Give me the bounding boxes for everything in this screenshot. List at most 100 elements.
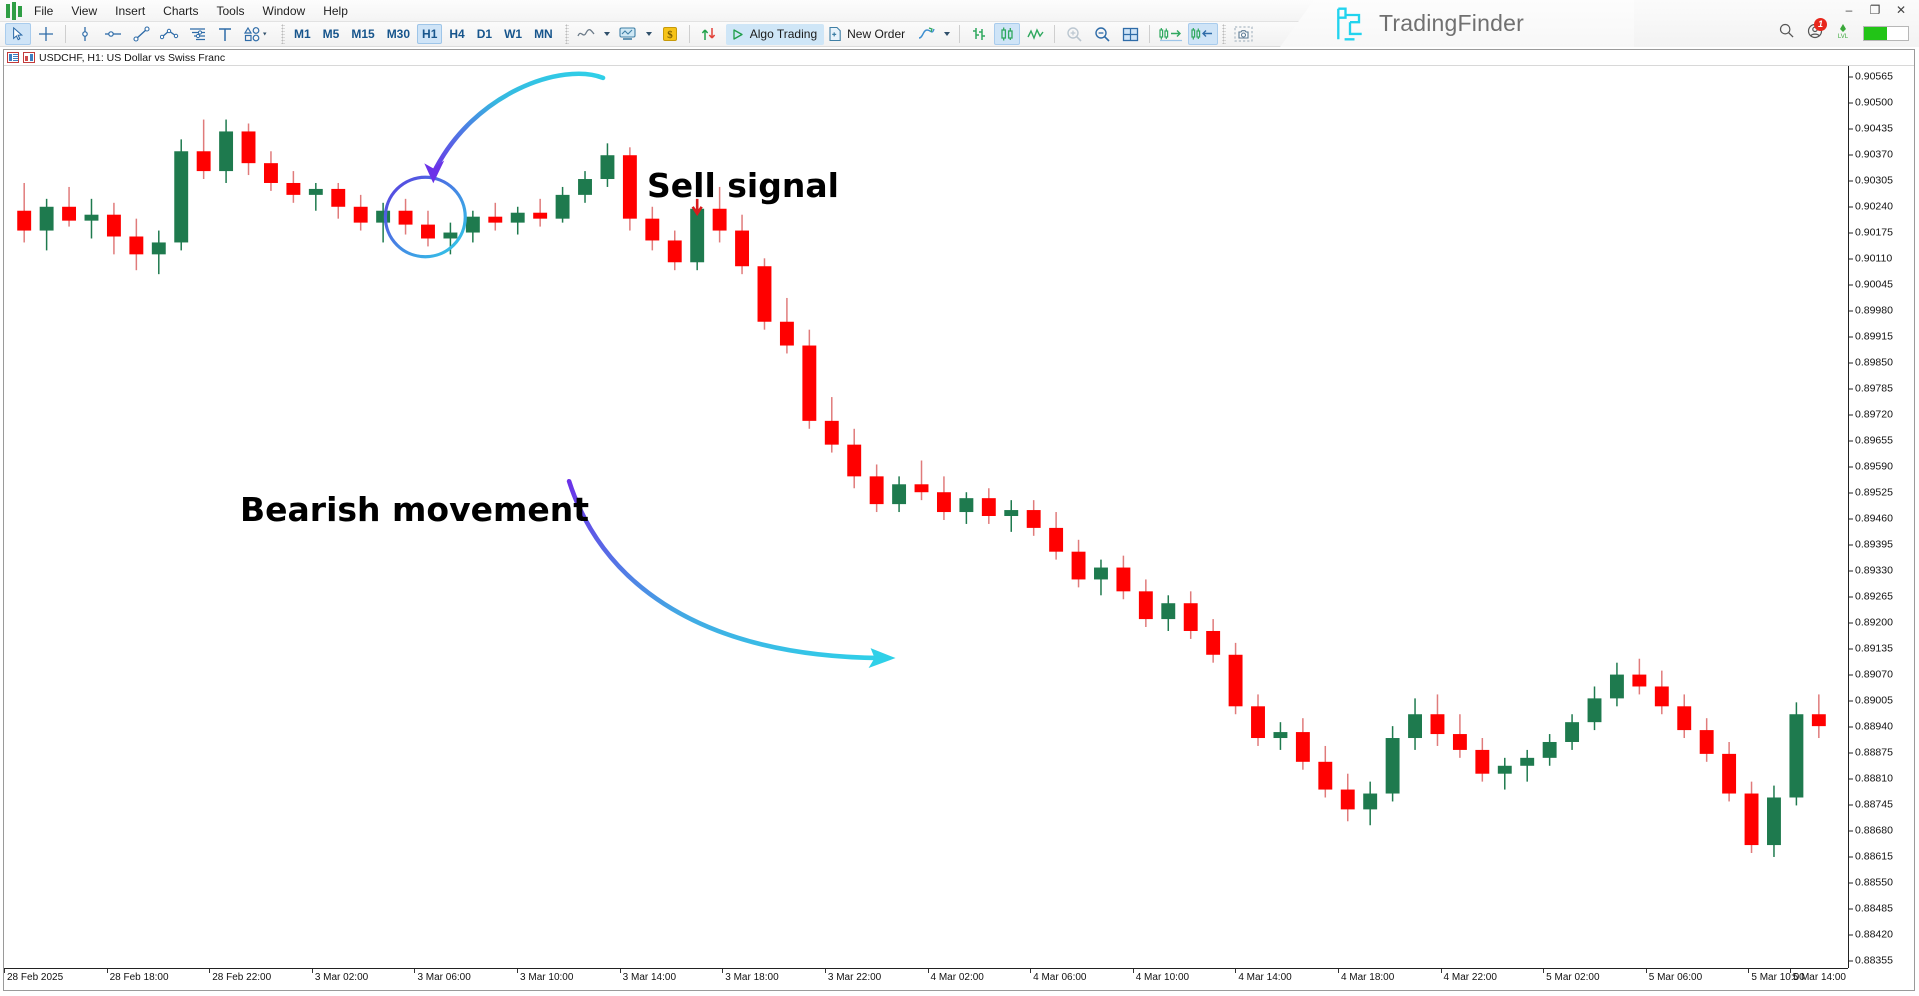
sell-signal-label: Sell signal [647,166,839,205]
time-tick: 4 Mar 02:00 [927,969,984,983]
new-order-label: New Order [847,27,906,41]
chart-autoscroll-icon[interactable] [1188,23,1219,45]
vertical-line-icon[interactable] [72,23,98,45]
price-axis[interactable]: 0.90565 0.90500 0.90435 0.90370 0.90305 0.902… [1848,66,1914,968]
menu-window[interactable]: Window [262,3,306,18]
time-axis[interactable]: 28 Feb 2025 28 Feb 18:00 28 Feb 22:00 3 Mar… [4,968,1848,990]
timeframe-w1[interactable]: W1 [504,27,523,41]
menu-tools[interactable]: Tools [216,3,245,18]
candle [1138,579,1153,628]
line-chart-icon[interactable] [1022,23,1048,45]
candle [1004,500,1019,532]
zoom-in-icon[interactable] [1061,23,1087,45]
candle [1206,619,1221,663]
bearish-movement-label: Bearish movement [240,490,589,529]
bar-chart-icon[interactable] [966,23,992,45]
candle [17,182,32,243]
crosshair-icon[interactable] [33,23,59,45]
indicators-dropdown-caret[interactable] [603,32,610,36]
candle [533,198,548,227]
close-button[interactable]: ✕ [1895,3,1907,17]
fibonacci-icon[interactable] [184,23,210,45]
candle [1295,718,1310,770]
channel-icon[interactable] [156,23,182,45]
price-tick: 0.89460 [1849,513,1893,525]
algo-trading-label: Algo Trading [749,27,818,41]
menu-file[interactable]: File [34,3,54,18]
maximize-button[interactable]: ❐ [1869,3,1881,17]
candle [1049,512,1064,560]
shapes-icon[interactable] [240,23,274,45]
chart-shift-end-icon[interactable] [1156,23,1186,45]
candle [757,258,772,330]
price-tick: 0.89655 [1849,435,1893,447]
time-tick: 3 Mar 22:00 [824,969,881,983]
time-tick: 28 Feb 22:00 [209,969,271,983]
new-order-button[interactable]: New Order [824,24,912,45]
cursor-icon[interactable] [5,23,31,45]
price-tick: 0.89785 [1849,383,1893,395]
candle [1811,694,1826,739]
currency-icon[interactable]: $ [657,23,683,45]
up-down-arrows-icon[interactable] [696,23,722,45]
timeframe-mn[interactable]: MN [534,27,553,41]
market-watch-icon [7,52,19,63]
time-tick: 4 Mar 10:00 [1132,969,1189,983]
candle [914,460,929,501]
indicators-icon[interactable] [573,23,599,45]
candle [488,202,503,231]
timeframe-m30[interactable]: M30 [386,27,411,41]
candle [353,194,368,231]
timeframe-m5[interactable]: M5 [322,27,340,41]
candle [1520,749,1535,782]
time-tick: 4 Mar 18:00 [1337,969,1394,983]
search-icon[interactable] [1779,23,1794,43]
objects-icon[interactable] [913,23,939,45]
minimize-button[interactable]: – [1845,3,1853,17]
templates-dropdown-caret[interactable] [645,32,652,36]
menu-help[interactable]: Help [323,3,348,18]
candlestick-series [17,119,1826,857]
price-tick: 0.89005 [1849,695,1893,707]
objects-dropdown-caret[interactable] [944,32,951,36]
text-icon[interactable] [212,23,238,45]
candle [959,492,974,524]
trendline-icon[interactable] [128,23,154,45]
candlestick-chart-icon[interactable] [994,23,1021,45]
price-tick: 0.89135 [1849,643,1893,655]
grid-icon[interactable] [1117,23,1143,45]
timeframe-m1[interactable]: M1 [294,27,311,41]
timeframe-h1[interactable]: H1 [417,24,443,44]
screenshot-icon[interactable] [1230,23,1256,45]
candle [1632,658,1647,695]
chart-plot-area[interactable]: Sell signal Bearish movement 0.90565 0.90… [4,66,1914,990]
candle [510,206,525,235]
menu-insert[interactable]: Insert [115,3,146,18]
timeframe-m15[interactable]: M15 [351,27,375,41]
timeframe-d1[interactable]: D1 [476,27,493,41]
svg-text:LVL: LVL [1838,34,1849,39]
price-tick: 0.89265 [1849,591,1893,603]
candle [1273,722,1288,750]
signal-level-icon[interactable]: LVL [1836,23,1850,44]
candle [1587,686,1602,731]
time-tick: 4 Mar 22:00 [1440,969,1497,983]
profile-icon[interactable]: 1 [1807,17,1827,44]
timeframe-h4[interactable]: H4 [449,27,465,41]
candle [465,210,480,243]
price-tick: 0.90305 [1849,175,1893,187]
candle [398,198,413,235]
menu-charts[interactable]: Charts [163,3,199,18]
candle [62,186,77,227]
candlestick-canvas[interactable]: Sell signal Bearish movement [4,66,1848,968]
templates-icon[interactable] [615,23,641,45]
algo-trading-button[interactable]: Algo Trading [725,23,825,45]
zoom-out-icon[interactable] [1089,23,1115,45]
horizontal-line-icon[interactable] [100,23,126,45]
candle [578,171,592,203]
menu-view[interactable]: View [71,3,98,18]
connection-status-icon[interactable] [1863,25,1909,41]
price-tick: 0.88745 [1849,799,1893,811]
chart-symbol-title: USDCHF, H1: US Dollar vs Swiss Franc [39,51,226,64]
candle [869,464,884,513]
